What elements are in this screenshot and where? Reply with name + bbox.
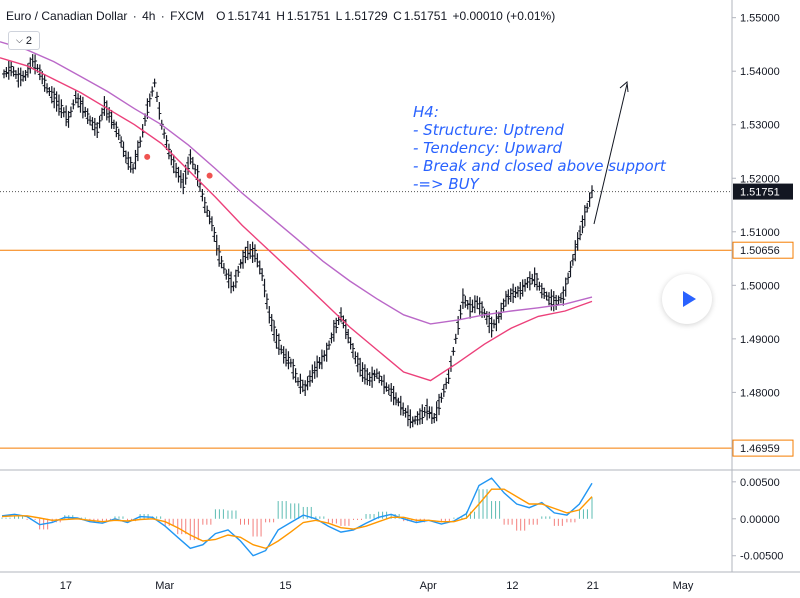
price-tick-label: 1.50000 (740, 280, 780, 292)
forecast-arrow-line (593, 83, 628, 225)
indicators-collapse-button[interactable]: ⌵ 2 (8, 31, 40, 50)
low-label: L (335, 9, 343, 23)
macd-tick-label: 0.00500 (740, 477, 780, 489)
indicator-count: 2 (25, 34, 32, 47)
analysis-annotation: H4: - Structure: Uptrend - Tendency: Upw… (413, 103, 666, 193)
price-tick-label: 1.49000 (740, 334, 780, 346)
price-tick-label: 1.52000 (740, 173, 780, 185)
separator: · (132, 9, 137, 23)
forecast-arrow-head (619, 80, 629, 93)
time-tick-label: 17 (60, 580, 72, 592)
price-tick-label: 1.53000 (740, 120, 780, 132)
change-value: +0.00010 (+0.01%) (452, 9, 556, 23)
annotation-line: - Structure: Uptrend (413, 121, 564, 139)
annotation-line: - Break and closed above support (413, 157, 666, 175)
open-value: 1.51741 (227, 9, 271, 23)
exchange: FXCM (170, 9, 205, 23)
macd-signal-line (1, 488, 593, 550)
price-tick-label: 1.54000 (740, 66, 780, 78)
last-price-label: 1.51751 (740, 187, 780, 199)
level-price-tag (732, 439, 794, 457)
signal-dot (144, 153, 151, 160)
high-label: H (276, 9, 285, 23)
play-icon (682, 291, 696, 307)
chart-header: Euro / Canadian Dollar · 4h · FXCM O 1.51… (6, 9, 557, 23)
price-tick-label: 1.48000 (740, 387, 780, 399)
price-tick-label: 1.55000 (740, 13, 780, 25)
time-tick-label: May (673, 580, 694, 592)
time-tick-label: 12 (506, 580, 518, 592)
timeframe[interactable]: 4h (142, 9, 156, 23)
macd-tick-label: -0.00500 (740, 551, 783, 563)
play-button[interactable] (662, 274, 712, 324)
level-price-tag (732, 241, 794, 259)
macd-line (1, 477, 593, 557)
chevron-down-icon: ⌵ (16, 35, 23, 45)
signal-dot (206, 172, 213, 179)
close-value: 1.51751 (403, 9, 448, 23)
macd-tick-label: 0.00000 (740, 514, 780, 526)
time-tick-label: 15 (279, 580, 291, 592)
ma-line (0, 41, 593, 325)
level-price-label: 1.46959 (740, 443, 780, 455)
time-tick-label: 21 (587, 580, 599, 592)
ema-line (0, 57, 593, 382)
high-value: 1.51751 (286, 9, 331, 23)
level-price-label: 1.50656 (740, 245, 780, 257)
time-tick-label: Apr (420, 580, 437, 592)
open-label: O (216, 9, 226, 23)
last-price-tag (733, 183, 793, 200)
horizontal-levels: 1.50656 1.46959 1.51751 (0, 183, 794, 457)
close-label: C (393, 9, 402, 23)
annotation-line: -=> BUY (413, 175, 479, 193)
price-tick-label: 1.51000 (740, 227, 780, 239)
low-value: 1.51729 (344, 9, 388, 23)
signal-markers (144, 153, 213, 179)
annotation-line: H4: (413, 103, 439, 121)
macd-pane (1, 477, 593, 557)
annotation-line: - Tendency: Upward (413, 139, 563, 157)
moving-averages (0, 41, 593, 382)
separator: · (160, 9, 165, 23)
time-tick-label: Mar (155, 580, 174, 592)
symbol-name[interactable]: Euro / Canadian Dollar (6, 9, 128, 23)
